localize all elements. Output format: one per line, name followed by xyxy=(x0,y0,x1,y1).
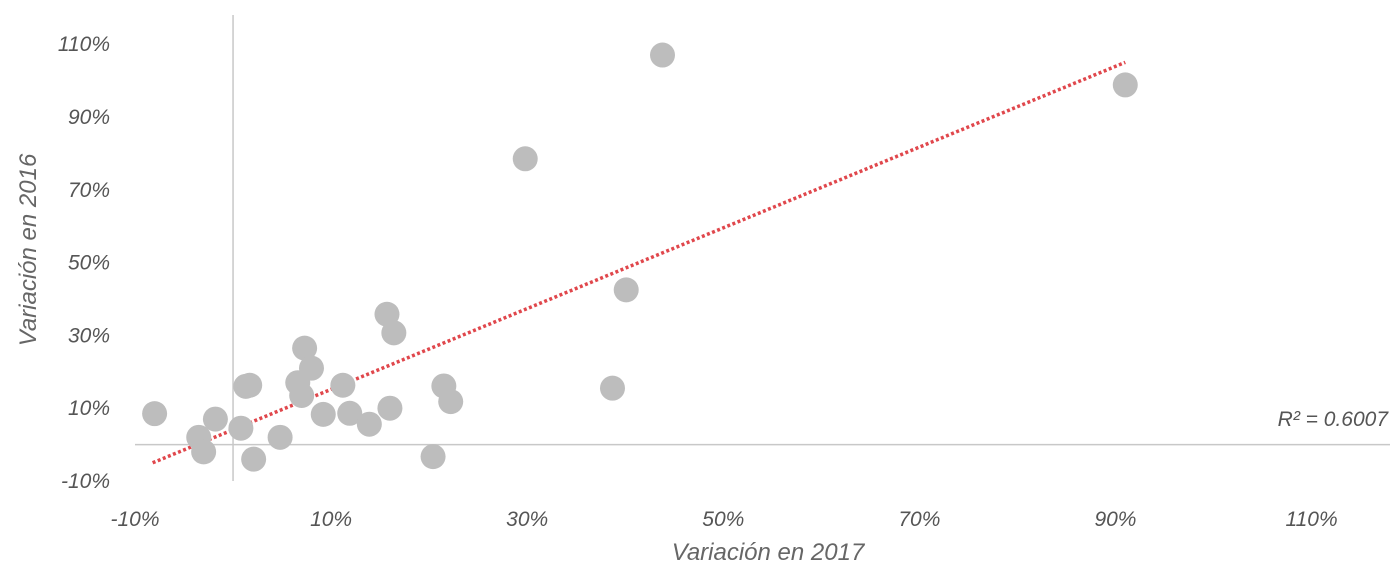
x-tick-label: 90% xyxy=(1094,508,1136,531)
data-point xyxy=(420,444,446,470)
y-tick-label: 50% xyxy=(68,252,110,275)
x-tick-label: 50% xyxy=(702,508,744,531)
y-tick-label: 10% xyxy=(68,397,110,420)
data-point xyxy=(381,320,407,346)
axes xyxy=(135,15,1390,481)
y-tick-label: 30% xyxy=(68,324,110,347)
y-tick-label: 110% xyxy=(58,33,110,56)
x-tick-label: 30% xyxy=(506,508,548,531)
x-tick-label: 10% xyxy=(310,508,352,531)
data-point xyxy=(649,42,675,68)
data-point xyxy=(241,446,267,472)
data-point xyxy=(292,335,318,361)
data-point xyxy=(377,395,403,421)
data-point xyxy=(202,406,228,432)
data-point xyxy=(310,401,336,427)
data-point xyxy=(613,277,639,303)
x-tick-label: -10% xyxy=(110,508,159,531)
data-point xyxy=(356,411,382,437)
y-tick-label: 90% xyxy=(68,106,110,129)
x-tick-label: 110% xyxy=(1285,508,1337,531)
data-point xyxy=(237,372,263,398)
data-point xyxy=(599,375,625,401)
y-axis-title: Variación en 2016 xyxy=(15,153,42,346)
r-squared-label: R² = 0.6007 xyxy=(1278,408,1390,431)
data-point xyxy=(438,389,464,415)
trendline xyxy=(151,60,1126,465)
data-point xyxy=(142,401,168,427)
y-tick-label: -10% xyxy=(61,470,110,493)
data-point xyxy=(1112,72,1138,98)
data-point xyxy=(267,424,293,450)
data-point xyxy=(289,382,315,408)
data-point xyxy=(337,400,363,426)
data-point xyxy=(191,439,217,465)
tick-labels: -10% 10% 30% 50% 70% 90% 110% -10% 10% 30% 50% 70% 9… xyxy=(58,33,1338,531)
data-points xyxy=(142,42,1138,472)
trendline-group xyxy=(151,60,1126,465)
data-point xyxy=(298,355,324,381)
x-axis-title: Variación en 2017 xyxy=(672,539,866,566)
y-tick-label: 70% xyxy=(68,179,110,202)
data-point xyxy=(512,146,538,172)
x-tick-label: 70% xyxy=(898,508,940,531)
data-point xyxy=(228,415,254,441)
data-point xyxy=(330,372,356,398)
